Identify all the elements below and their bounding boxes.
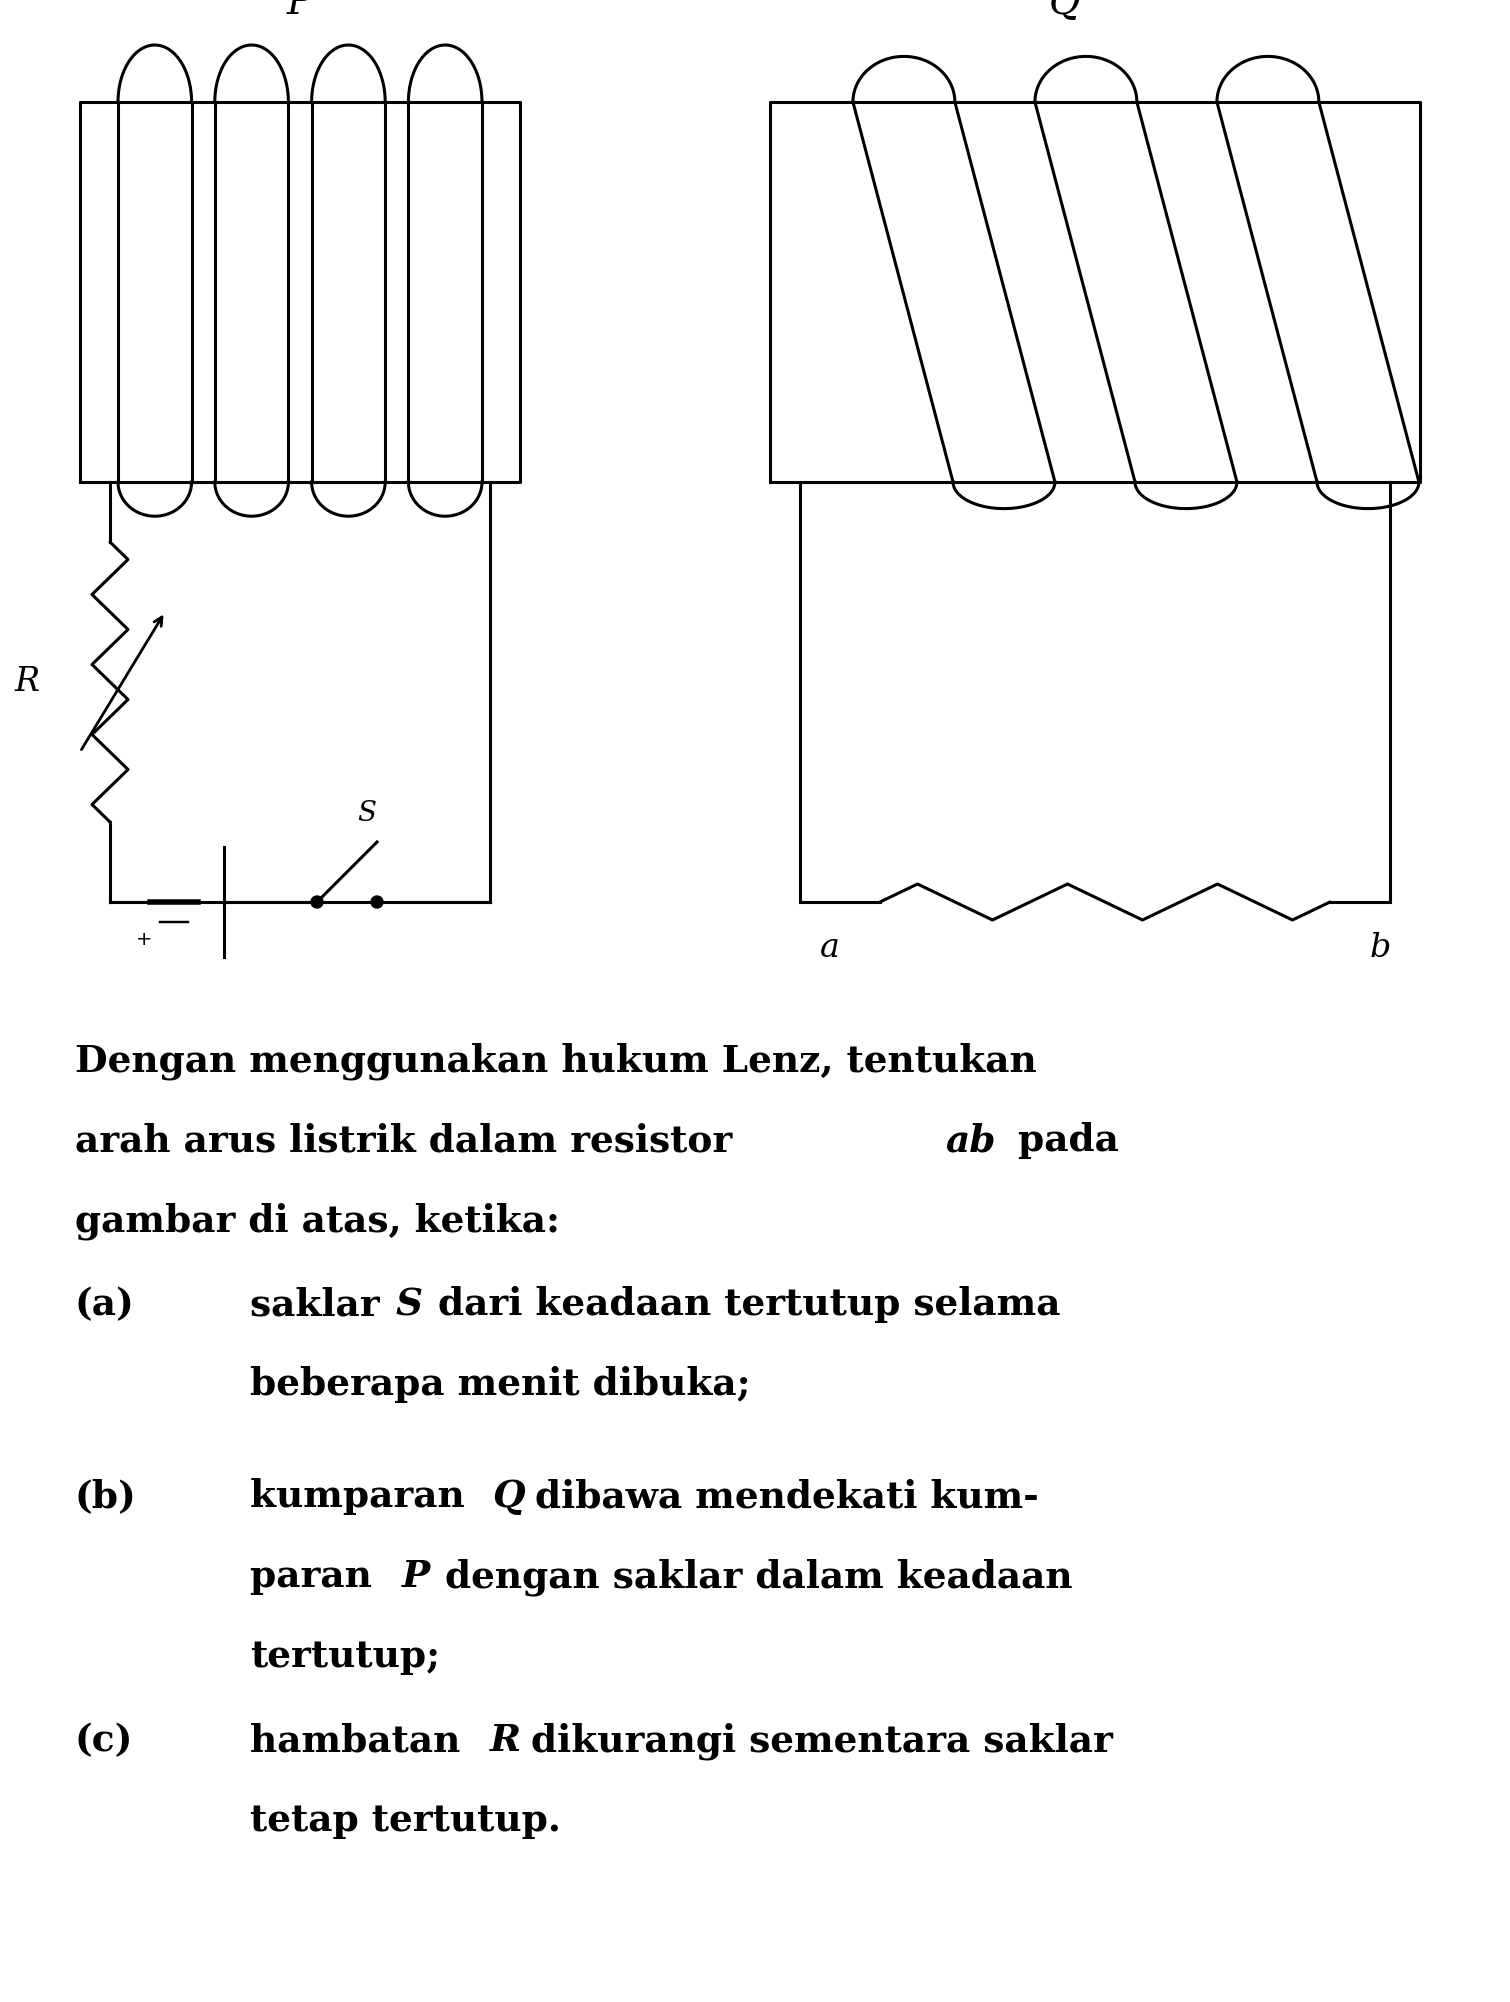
Text: R: R — [15, 667, 39, 699]
Text: (c): (c) — [76, 1722, 133, 1760]
Text: a: a — [820, 933, 840, 965]
Text: paran: paran — [251, 1558, 385, 1596]
Text: dari keadaan tertutup selama: dari keadaan tertutup selama — [424, 1285, 1060, 1323]
Text: P: P — [402, 1558, 430, 1596]
Circle shape — [311, 897, 323, 909]
Text: Dengan menggunakan hukum Lenz, tentukan: Dengan menggunakan hukum Lenz, tentukan — [76, 1041, 1037, 1079]
Text: S: S — [358, 801, 376, 827]
Text: P: P — [287, 0, 313, 22]
Text: beberapa menit dibuka;: beberapa menit dibuka; — [251, 1365, 750, 1403]
Text: dibawa mendekati kum-: dibawa mendekati kum- — [522, 1477, 1039, 1516]
Text: (a): (a) — [76, 1285, 134, 1323]
Text: tetap tertutup.: tetap tertutup. — [251, 1802, 560, 1840]
Text: saklar: saklar — [251, 1285, 393, 1323]
Circle shape — [371, 897, 384, 909]
Text: kumparan: kumparan — [251, 1477, 477, 1516]
Text: R: R — [491, 1722, 521, 1760]
Text: pada: pada — [1006, 1121, 1119, 1159]
Text: b: b — [1370, 933, 1391, 965]
Text: dikurangi sementara saklar: dikurangi sementara saklar — [518, 1722, 1113, 1760]
Text: Q: Q — [1049, 0, 1081, 22]
Text: +: + — [136, 931, 153, 949]
Text: (b): (b) — [76, 1477, 137, 1516]
Text: tertutup;: tertutup; — [251, 1638, 439, 1676]
Text: Q: Q — [492, 1477, 524, 1516]
Text: hambatan: hambatan — [251, 1722, 473, 1760]
Text: gambar di atas, ketika:: gambar di atas, ketika: — [76, 1201, 560, 1239]
Text: S: S — [396, 1285, 423, 1323]
Text: arah arus listrik dalam resistor: arah arus listrik dalam resistor — [76, 1121, 746, 1159]
Text: ab: ab — [945, 1121, 995, 1159]
Text: dengan saklar dalam keadaan: dengan saklar dalam keadaan — [432, 1558, 1072, 1596]
